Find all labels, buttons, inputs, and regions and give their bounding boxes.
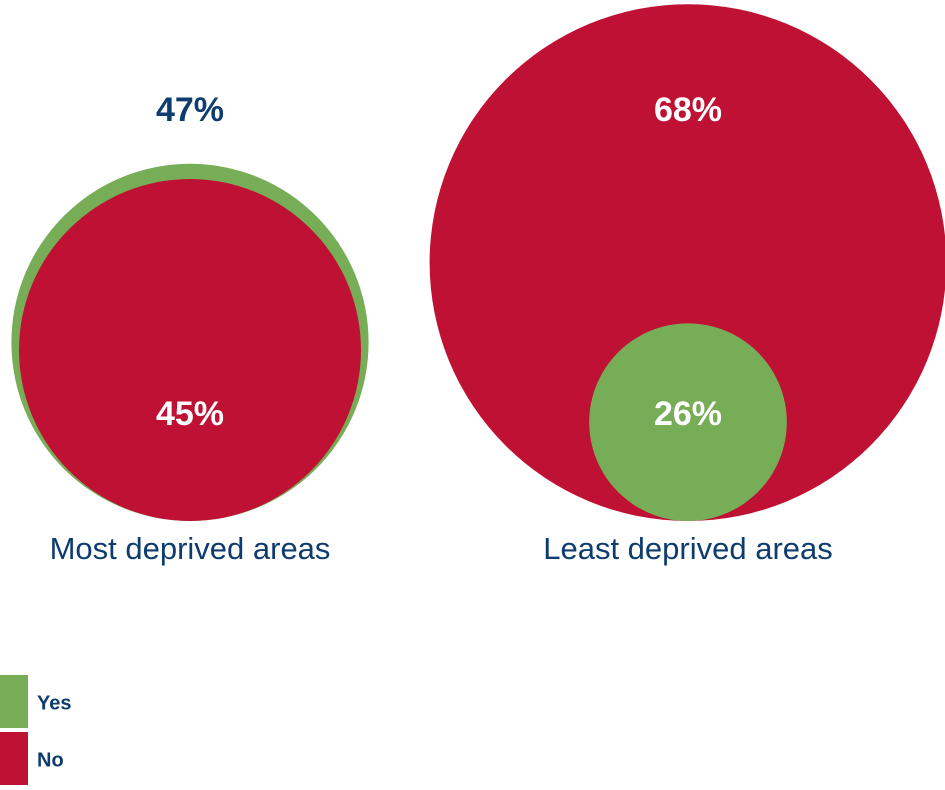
legend-label: No [37, 749, 64, 771]
value-label: 47% [156, 91, 224, 129]
value-label: 26% [654, 395, 722, 433]
legend-swatch [0, 732, 28, 785]
value-label: 68% [654, 91, 722, 129]
value-label: 45% [156, 395, 224, 433]
bubble [589, 323, 787, 521]
category-label: Least deprived areas [543, 531, 833, 566]
legend-label: Yes [37, 692, 71, 714]
bubble [429, 4, 945, 521]
bubble [19, 179, 361, 521]
legend-swatch [0, 675, 28, 728]
category-label: Most deprived areas [50, 531, 331, 566]
